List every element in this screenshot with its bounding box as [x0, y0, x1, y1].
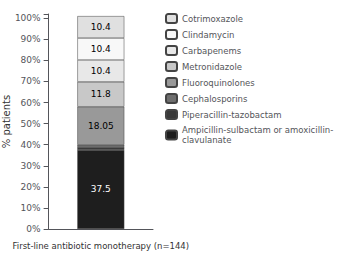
- svg-text:100%: 100%: [15, 13, 41, 23]
- svg-text:50%: 50%: [21, 119, 41, 129]
- svg-text:Cephalosporins: Cephalosporins: [182, 94, 248, 104]
- svg-text:60%: 60%: [21, 98, 41, 108]
- svg-text:Metronidazole: Metronidazole: [182, 62, 242, 72]
- svg-text:Fluoroquinolones: Fluoroquinolones: [182, 78, 255, 88]
- svg-text:10.4: 10.4: [91, 66, 111, 76]
- svg-text:First-line antibiotic monother: First-line antibiotic monotherapy (n=144…: [13, 241, 190, 251]
- svg-text:90%: 90%: [21, 34, 41, 44]
- svg-text:40%: 40%: [21, 140, 41, 150]
- svg-text:Ampicillin-sulbactam or amoxic: Ampicillin-sulbactam or amoxicillin-: [182, 125, 333, 135]
- svg-text:Piperacillin-tazobactam: Piperacillin-tazobactam: [182, 110, 282, 120]
- svg-text:Clindamycin: Clindamycin: [182, 30, 234, 40]
- svg-text:70%: 70%: [21, 76, 41, 86]
- svg-text:80%: 80%: [21, 55, 41, 65]
- svg-text:Cotrimoxazole: Cotrimoxazole: [182, 14, 243, 24]
- svg-text:10.4: 10.4: [91, 22, 111, 32]
- svg-text:10.4: 10.4: [91, 44, 111, 54]
- svg-text:11.8: 11.8: [91, 89, 111, 99]
- svg-text:10%: 10%: [21, 203, 41, 213]
- svg-text:clavulanate: clavulanate: [182, 135, 231, 145]
- svg-text:Carbapenems: Carbapenems: [182, 46, 242, 56]
- svg-text:18.05: 18.05: [88, 121, 114, 131]
- svg-text:% patients: % patients: [1, 95, 12, 148]
- svg-text:0%: 0%: [26, 224, 41, 234]
- svg-text:37.5: 37.5: [91, 184, 111, 194]
- svg-text:20%: 20%: [21, 182, 41, 192]
- svg-text:30%: 30%: [21, 161, 41, 171]
